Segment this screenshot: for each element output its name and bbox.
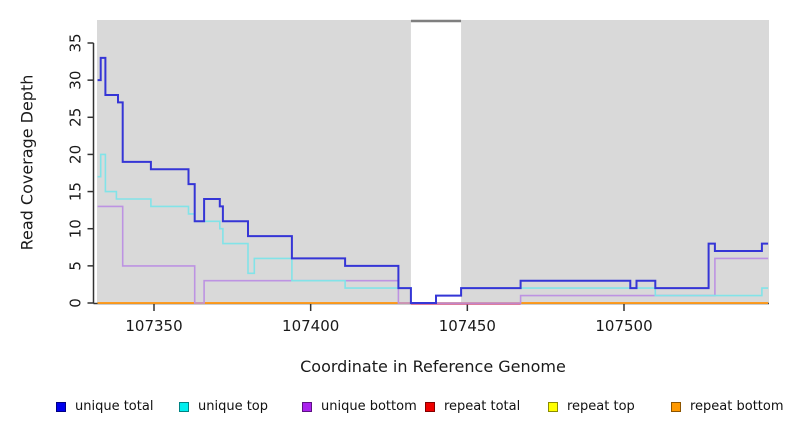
x-tick-label: 107500 <box>595 317 652 335</box>
y-axis-title: Read Coverage Depth <box>17 74 37 251</box>
y-tick-label: 0 <box>67 298 85 308</box>
legend-item-repeat-bottom: repeat bottom <box>671 399 784 414</box>
legend-label: repeat top <box>567 399 635 414</box>
legend-item-repeat-top: repeat top <box>548 399 671 414</box>
legend-item-unique-top: unique top <box>179 399 302 414</box>
legend-swatch-icon <box>671 401 681 412</box>
legend-label: unique bottom <box>321 399 417 414</box>
x-tick-label: 107400 <box>282 317 339 335</box>
masked-region <box>410 20 462 303</box>
legend-swatch-icon <box>179 401 189 412</box>
chart-legend: unique total unique top unique bottom repea… <box>56 399 784 414</box>
y-tick-label: 30 <box>67 71 85 90</box>
y-tick-label: 15 <box>67 182 85 201</box>
y-tick-label: 35 <box>67 33 85 52</box>
legend-item-repeat-total: repeat total <box>425 399 548 414</box>
x-tick-label: 107350 <box>125 317 182 335</box>
legend-label: repeat bottom <box>690 399 784 414</box>
chart-canvas: 0 5 10 15 20 25 30 35 107350 107400 107450 107500 <box>67 19 769 335</box>
x-tick-label: 107450 <box>439 317 496 335</box>
legend-item-unique-total: unique total <box>56 399 179 414</box>
legend-item-unique-bottom: unique bottom <box>302 399 425 414</box>
legend-swatch-icon <box>302 401 312 412</box>
y-tick-label: 20 <box>67 145 85 164</box>
legend-label: unique total <box>75 399 154 414</box>
legend-label: unique top <box>198 399 269 414</box>
y-tick-label: 25 <box>67 108 85 127</box>
legend-swatch-icon <box>56 401 66 412</box>
legend-label: repeat total <box>444 399 521 414</box>
legend-swatch-icon <box>548 401 558 412</box>
x-axis-title: Coordinate in Reference Genome <box>300 357 566 376</box>
legend-swatch-icon <box>425 401 435 412</box>
y-tick-label: 10 <box>67 219 85 238</box>
series-unique-total <box>97 56 769 304</box>
y-tick-label: 5 <box>67 261 85 271</box>
